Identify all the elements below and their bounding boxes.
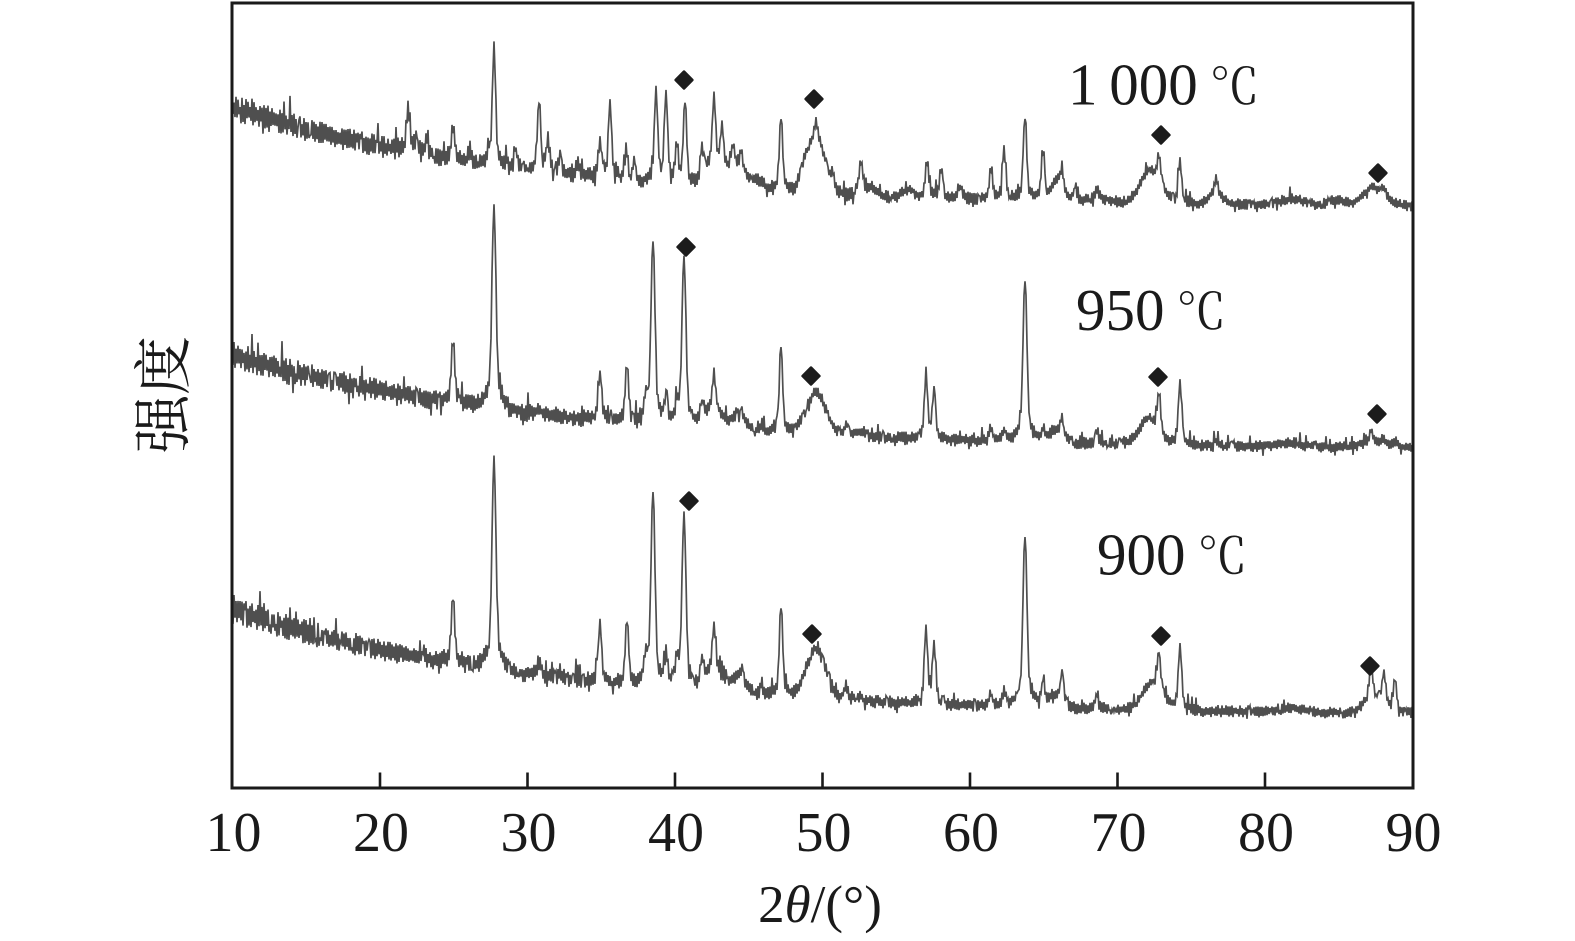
svg-text:40: 40 — [648, 802, 704, 864]
svg-text:80: 80 — [1238, 802, 1294, 864]
svg-text:10: 10 — [206, 802, 262, 864]
svg-text:2θ/(°): 2θ/(°) — [758, 876, 882, 934]
svg-text:60: 60 — [943, 802, 999, 864]
svg-text:1 000: 1 000 — [1068, 52, 1198, 118]
svg-text:70: 70 — [1091, 802, 1147, 864]
svg-text:900: 900 — [1097, 522, 1186, 588]
svg-text:30: 30 — [501, 802, 557, 864]
svg-text:90: 90 — [1386, 802, 1442, 864]
svg-text:50: 50 — [796, 802, 852, 864]
svg-text:20: 20 — [353, 802, 409, 864]
svg-text:950: 950 — [1076, 277, 1165, 343]
